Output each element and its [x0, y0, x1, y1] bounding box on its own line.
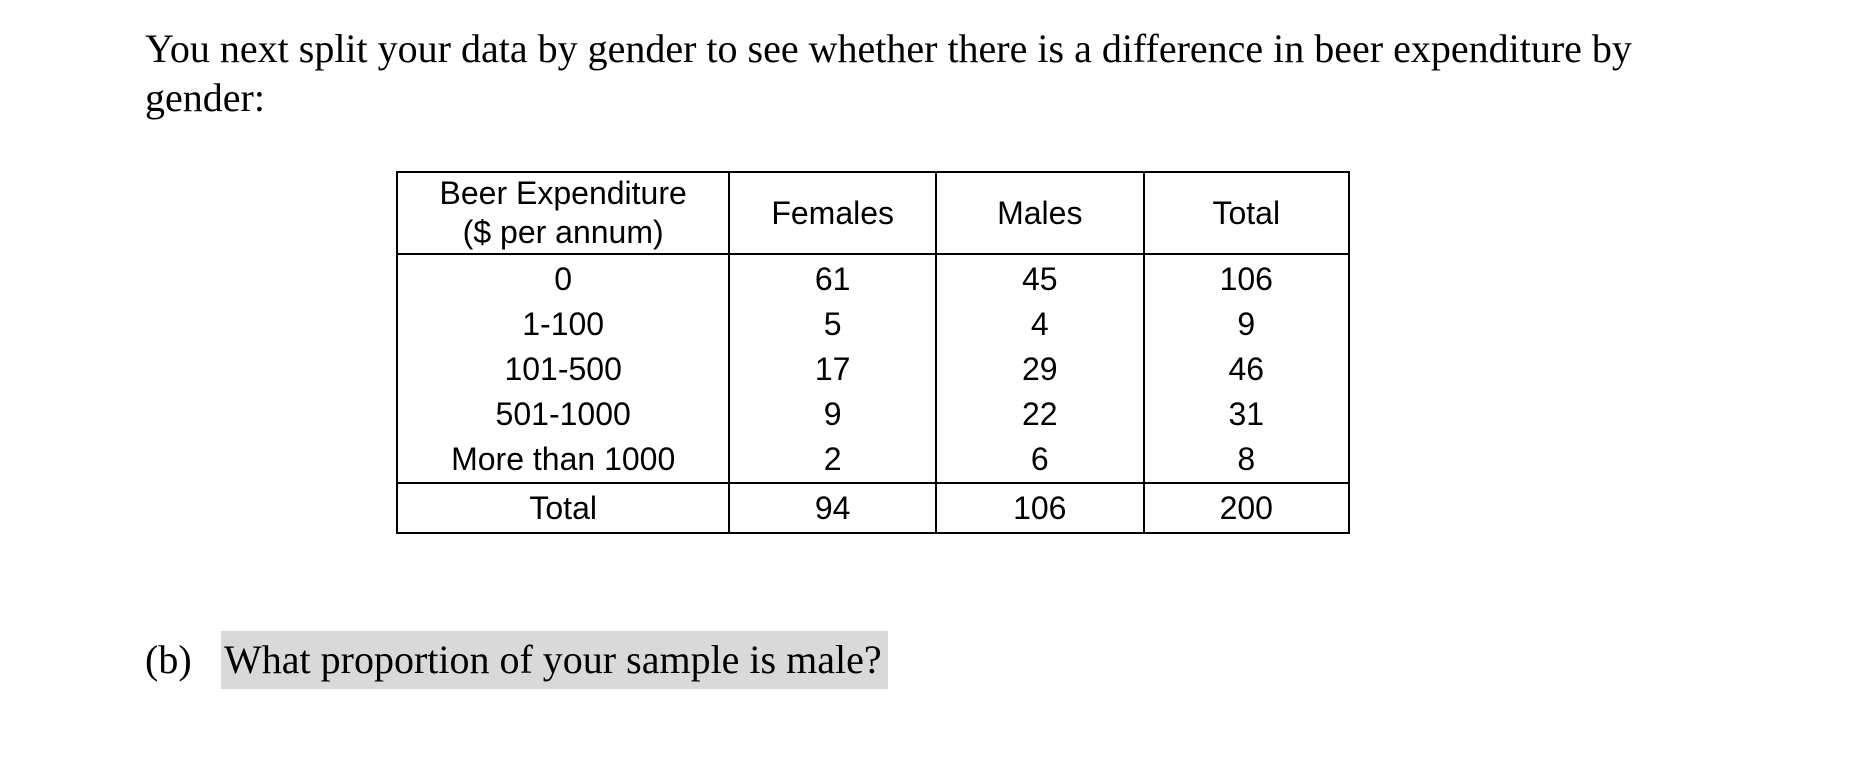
cell-males: 29: [935, 347, 1145, 392]
cell-males: 22: [935, 392, 1145, 437]
cell-males: 4: [935, 302, 1145, 347]
question-number: (b): [145, 637, 192, 682]
cell-females: 94: [728, 482, 937, 533]
cell-females: 9: [728, 392, 937, 437]
cell-males: 45: [935, 254, 1145, 302]
table-header-row: Beer Expenditure ($ per annum) Females M…: [395, 172, 1351, 255]
cell-males: 6: [935, 437, 1145, 483]
table-row: 501-1000 9 22 31: [395, 392, 1351, 437]
table-row: More than 1000 2 6 8: [395, 437, 1351, 483]
header-beer-expenditure-line1: Beer Expenditure: [439, 175, 687, 211]
beer-expenditure-table: Beer Expenditure ($ per annum) Females M…: [395, 171, 1351, 534]
header-beer-expenditure: Beer Expenditure ($ per annum): [395, 172, 731, 255]
header-beer-expenditure-line2: ($ per annum): [462, 214, 664, 250]
table-row: 101-500 17 29 46: [395, 347, 1351, 392]
cell-total: 46: [1142, 347, 1351, 392]
cell-category: Total: [395, 482, 731, 533]
header-males: Males: [935, 172, 1145, 255]
cell-category: 0: [395, 254, 731, 302]
question-text[interactable]: What proportion of your sample is male?: [221, 631, 888, 689]
cell-category: 101-500: [395, 347, 731, 392]
question-b: (b) What proportion of your sample is mal…: [145, 631, 888, 689]
intro-paragraph: You next split your data by gender to se…: [145, 26, 1632, 120]
table-row: 1-100 5 4 9: [395, 302, 1351, 347]
header-total: Total: [1142, 172, 1351, 255]
cell-category: 501-1000: [395, 392, 731, 437]
cell-total: 9: [1142, 302, 1351, 347]
cell-females: 61: [728, 254, 937, 302]
cell-category: More than 1000: [395, 437, 731, 483]
cell-males: 106: [935, 482, 1145, 533]
cell-females: 5: [728, 302, 937, 347]
cell-females: 17: [728, 347, 937, 392]
header-females: Females: [728, 172, 937, 255]
table-row: 0 61 45 106: [395, 254, 1351, 302]
cell-total: 200: [1142, 482, 1351, 533]
cell-females: 2: [728, 437, 937, 483]
cell-total: 31: [1142, 392, 1351, 437]
table-totals-row: Total 94 106 200: [395, 482, 1351, 533]
cell-total: 106: [1142, 254, 1351, 302]
cell-total: 8: [1142, 437, 1351, 483]
cell-category: 1-100: [395, 302, 731, 347]
